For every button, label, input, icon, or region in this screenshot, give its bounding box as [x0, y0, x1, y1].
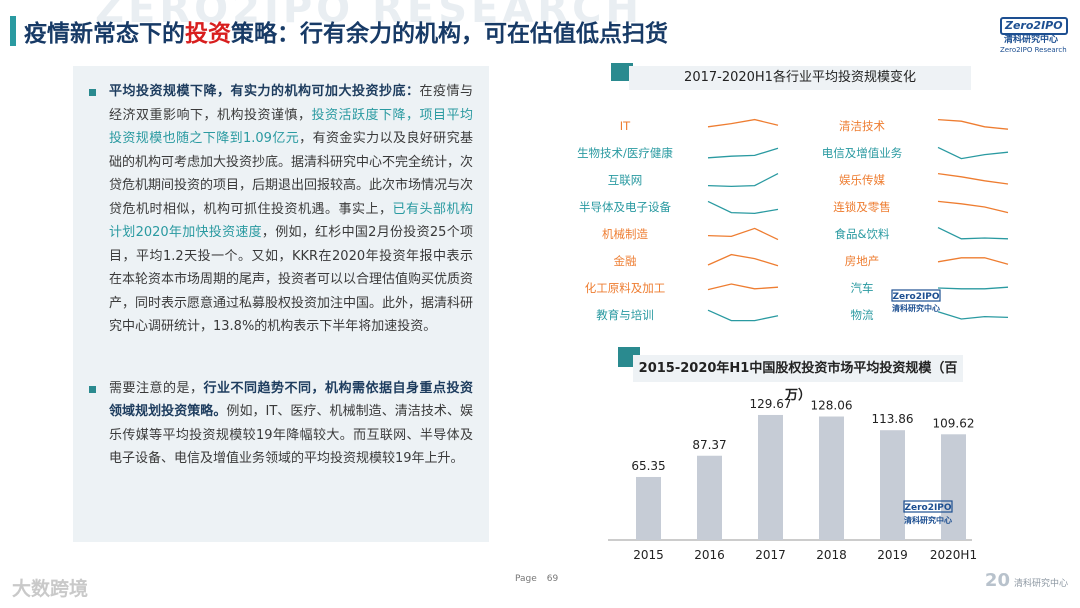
title-part1: 疫情新常态下的 — [24, 21, 185, 47]
p1-bold-lead: 平均投资规模下降，有实力的机构可加大投资抄底： — [109, 84, 420, 99]
page-label: Page — [515, 574, 537, 584]
bar-2019 — [880, 430, 905, 540]
svg-text:Zero2IPO: Zero2IPO — [904, 503, 951, 513]
left-label-3: 半导体及电子设备 — [579, 200, 671, 214]
right-sparkline-3 — [937, 200, 1009, 214]
chart1-header: 2017-2020H1各行业平均投资规模变化 — [611, 61, 971, 93]
chart1-title: 2017-2020H1各行业平均投资规模变化 — [629, 66, 971, 90]
bar-2017 — [758, 414, 783, 540]
footer-anniv-mark: 20 — [984, 570, 1010, 591]
chart2-title: 2015-2020年H1中国股权投资市场平均投资规模（百万） — [633, 355, 963, 403]
p1-teal-2: 已有头部机构计划2020年加快投资速度 — [109, 201, 473, 241]
footer-right-text: 清科研究中心 — [1013, 579, 1068, 589]
logo-en: Zero2IPO Research — [1000, 46, 1067, 54]
chart2-header: 2015-2020年H1中国股权投资市场平均投资规模（百万） — [611, 345, 971, 403]
p1-s3: ，例如，红杉中国2月份投资25个项目，平均1.2天投一个。又如，KKR在2020… — [109, 225, 474, 334]
svg-text:清科研究中心: 清科研究中心 — [892, 303, 940, 313]
p1-s2: ，有资金实力以及良好研究基础的机构可考虑加大投资抄底。据清科研究中心不完全统计，… — [109, 131, 474, 217]
p2-s2: 例如，IT、医疗、机械制造、清洁技术、娱乐传媒等平均投资规模较19年降幅较大。而… — [109, 404, 473, 466]
paragraph-2: 需要注意的是，行业不同趋势不同，机构需依据自身重点投资领域规划投资策略。例如，I… — [89, 377, 473, 471]
right-label-5: 房地产 — [845, 254, 880, 268]
footer-brand: 大数跨境 — [12, 578, 89, 600]
zero2ipo-logo: Zero2IPO 清科研究中心 Zero2IPO Research — [1000, 14, 1068, 55]
x-tick-label: 2020H1 — [930, 548, 977, 562]
right-label-6: 汽车 — [851, 281, 874, 295]
bar-value-label: 87.37 — [692, 438, 726, 452]
bar-2018 — [819, 416, 844, 540]
logo-cn: 清科研究中心 — [1003, 35, 1058, 45]
page-title: 疫情新常态下的投资策略：行有余力的机构，可在估值低点扫货 — [24, 14, 668, 48]
title-highlight: 投资 — [185, 21, 231, 47]
right-sparkline-4 — [937, 227, 1009, 240]
right-sparkline-6 — [937, 286, 1009, 290]
bar-2020H1 — [941, 434, 966, 540]
left-sparkline-6 — [707, 283, 779, 291]
header-watermark: ZERO2IPO RESEARCH — [95, 0, 643, 32]
chart2-watermark-logo: Zero2IPO 清科研究中心 — [903, 500, 953, 525]
right-label-7: 物流 — [851, 308, 874, 322]
left-label-4: 机械制造 — [602, 227, 648, 241]
x-tick-label: 2018 — [816, 548, 847, 562]
bar-2015 — [636, 476, 661, 540]
right-label-1: 电信及增值业务 — [822, 146, 903, 160]
left-sparkline-5 — [707, 253, 779, 267]
right-sparkline-1 — [937, 146, 1009, 160]
right-sparkline-2 — [937, 172, 1009, 185]
industry-trend-chart: IT 生物技术/医疗健康互联网半导体及电子设备机械制造金融化工原料及加工教育与培训… — [577, 118, 1009, 322]
title-part2: 策略：行有余力的机构，可在估值低点扫货 — [231, 21, 668, 47]
left-sparkline-1 — [707, 147, 779, 159]
right-sparkline-5 — [937, 257, 1009, 265]
p1-teal-1: 投资活跃度下降，项目平均投资规模也随之下降到1.09亿元 — [109, 107, 473, 147]
p1-s1: 在疫情与经济双重影响下，机构投资谨慎， — [109, 84, 473, 123]
left-sparkline-0 — [707, 118, 779, 128]
bullet-icon — [89, 385, 96, 393]
left-sparkline-7 — [707, 309, 779, 322]
text-panel: 平均投资规模下降，有实力的机构可加大投资抄底：在疫情与经济双重影响下，机构投资谨… — [73, 66, 489, 542]
right-sparkline-0 — [937, 118, 1009, 130]
logo-badge: Zero2IPO — [1000, 17, 1068, 35]
title-accent-bar — [10, 16, 16, 46]
left-sparkline-2 — [707, 173, 779, 188]
left-label-2: 互联网 — [608, 173, 643, 187]
left-sparkline-3 — [707, 200, 779, 215]
bar-2016 — [697, 455, 722, 540]
bar-value-label: 128.06 — [811, 399, 853, 413]
left-label-6: 化工原料及加工 — [585, 281, 666, 295]
right-label-2: 娱乐传媒 — [839, 173, 885, 187]
p2-s1: 需要注意的是， — [109, 380, 204, 396]
bar-value-label: 109.62 — [933, 416, 975, 430]
page-number: 69 — [546, 574, 559, 584]
chart1-header-square — [611, 63, 633, 81]
footer-page: Page 69 — [505, 574, 558, 584]
bar-value-label: 65.35 — [631, 459, 665, 473]
x-tick-label: 2015 — [633, 548, 664, 562]
left-label-0: IT — [620, 119, 631, 133]
left-label-5: 金融 — [614, 254, 637, 268]
avg-investment-bar-chart: 65.35 2015 87.37 2016 129.67 2017 128.06 2018 11… — [608, 397, 977, 562]
paragraph-1: 平均投资规模下降，有实力的机构可加大投资抄底：在疫情与经济双重影响下，机构投资谨… — [89, 80, 474, 339]
svg-text:清科研究中心: 清科研究中心 — [904, 515, 952, 525]
right-label-3: 连锁及零售 — [833, 200, 891, 214]
p2-bold: 行业不同趋势不同，机构需依据自身重点投资领域规划投资策略。 — [109, 380, 473, 420]
left-sparkline-4 — [707, 227, 779, 241]
left-label-7: 教育与培训 — [596, 308, 654, 322]
svg-text:Zero2IPO: Zero2IPO — [892, 292, 939, 302]
left-label-1: 生物技术/医疗健康 — [577, 146, 673, 160]
footer-right-brand: 20 清科研究中心 — [985, 570, 1068, 591]
x-tick-label: 2016 — [694, 548, 725, 562]
right-label-0: 清洁技术 — [839, 119, 885, 133]
right-sparkline-7 — [937, 311, 1009, 320]
bar-value-label: 129.67 — [750, 397, 792, 411]
x-tick-label: 2017 — [755, 548, 786, 562]
bullet-icon — [89, 89, 96, 96]
right-label-4: 食品&饮料 — [835, 227, 890, 241]
x-tick-label: 2019 — [877, 548, 908, 562]
bar-value-label: 113.86 — [872, 412, 914, 426]
